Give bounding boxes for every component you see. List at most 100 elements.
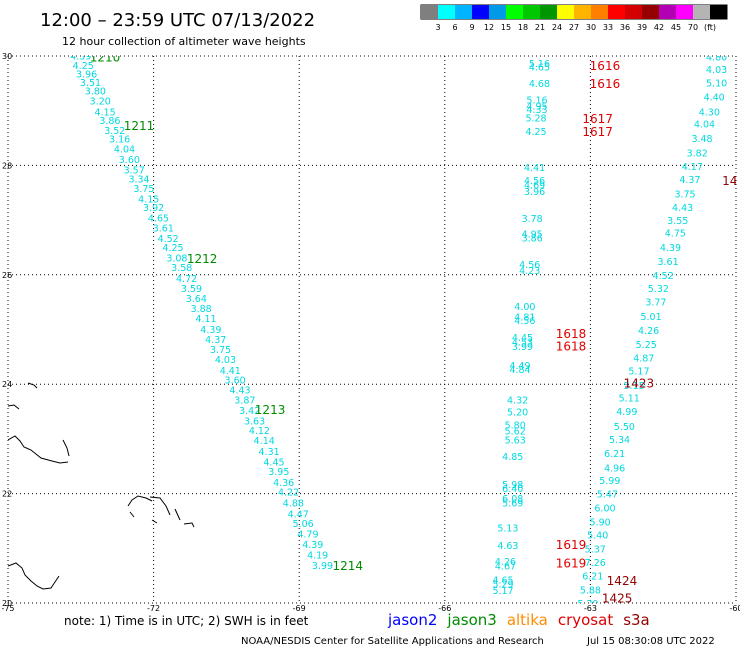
swh-value: 4.37: [679, 175, 700, 186]
coast-4: [62, 439, 70, 457]
swh-value: 3.64: [186, 294, 207, 305]
y-tick-label: 28: [2, 161, 12, 170]
coast-7: [149, 496, 171, 516]
swh-value: 5.63: [505, 435, 526, 446]
color-scale-label: 24: [552, 23, 562, 32]
swh-value: 6.00: [594, 503, 615, 514]
swh-value: 4.53: [512, 338, 533, 349]
swh-value: 4.40: [704, 93, 725, 104]
satellite-legend-item: cryosat: [558, 611, 613, 629]
chart-header: 12:00 – 23:59 UTC 07/13/2022 12 hour col…: [40, 10, 315, 48]
color-scale-swatch: [574, 5, 592, 19]
swh-value: 4.65: [529, 62, 550, 73]
pass-time-label: 1619: [556, 557, 587, 571]
color-scale-swatch: [540, 5, 558, 19]
swh-value: 5.69: [502, 498, 523, 509]
color-scale-swatch: [642, 5, 660, 19]
swh-value: 4.25: [73, 61, 94, 72]
swh-value: 4.41: [220, 366, 241, 377]
color-scale-label: 9: [469, 23, 474, 32]
pass-time-label: 1211: [124, 119, 155, 133]
color-scale-swatch: [523, 5, 541, 19]
swh-value: 4.99: [616, 407, 637, 418]
swh-value: 5.16: [529, 59, 550, 70]
swh-value: 5.37: [585, 544, 606, 555]
coast-1: [27, 382, 38, 389]
pass-time-label: 1619: [556, 538, 587, 552]
color-scale-label: 15: [501, 23, 511, 32]
swh-value: 3.77: [645, 298, 666, 309]
pass-time-label: 1210: [90, 51, 121, 65]
swh-value: 3.99: [312, 561, 333, 572]
swh-value: 4.26: [495, 557, 516, 568]
swh-value: 4.52: [158, 234, 179, 245]
pass-time-label: 1213: [255, 403, 286, 417]
coast-9: [183, 522, 195, 528]
chart-footer: note: 1) Time is in UTC; 2) SWH is in fe…: [64, 611, 715, 647]
swh-value: 5.17: [628, 367, 649, 378]
swh-value: 3.57: [124, 165, 145, 176]
swh-value: 4.25: [162, 243, 183, 254]
plot-background: [8, 56, 736, 603]
color-scale-label: 18: [518, 23, 528, 32]
swh-value: 4.85: [502, 452, 523, 463]
swh-value: 5.29: [577, 599, 598, 610]
swh-value: 5.16: [526, 95, 547, 106]
color-scale-label: (ft): [704, 23, 716, 32]
swh-value: 4.68: [529, 79, 550, 90]
swh-value: 3.87: [234, 396, 255, 407]
swh-value: 4.52: [653, 271, 674, 282]
swh-value: 3.96: [524, 187, 545, 198]
pass-time-label: 1618: [556, 339, 587, 353]
footnote: note: 1) Time is in UTC; 2) SWH is in fe…: [64, 614, 309, 628]
swh-value: 5.17: [492, 586, 513, 597]
pass-time-label: 1618: [556, 327, 587, 341]
swh-value: 3.42: [239, 406, 260, 417]
swh-value: 4.39: [200, 325, 221, 336]
swh-value: 5.20: [507, 408, 528, 419]
swh-value: 4.43: [672, 203, 693, 214]
swh-value: 3.80: [85, 87, 106, 98]
pass-time-label: 1425: [602, 592, 633, 606]
x-tick-label: -69: [293, 604, 306, 613]
swh-value: 4.56: [514, 316, 535, 327]
swh-value: 4.17: [682, 162, 703, 173]
coastlines: [8, 382, 195, 590]
swh-value: 3.82: [687, 148, 708, 159]
swh-value: 5.06: [293, 519, 314, 530]
swh-value: 3.86: [522, 234, 543, 245]
satellite-legend: jason2 jason3 altika cryosat s3a: [387, 611, 650, 629]
color-scale-label: 3: [435, 23, 440, 32]
swh-value: 4.25: [525, 127, 546, 138]
swh-value: 3.75: [674, 189, 695, 200]
gridlines: [7, 55, 737, 604]
swh-value: 3.75: [133, 184, 154, 195]
swh-points: 4.394.253.963.513.803.204.153.863.523.16…: [70, 53, 727, 610]
x-tick-label: -72: [147, 604, 160, 613]
swh-value: 4.33: [526, 105, 547, 116]
color-scale-swatch: [676, 5, 694, 19]
credit-line: NOAA/NESDIS Center for Satellite Applica…: [241, 636, 544, 647]
swh-value: 5.32: [648, 284, 669, 295]
swh-value: 4.72: [176, 274, 197, 285]
swh-value: 5.99: [599, 476, 620, 487]
swh-value: 4.80: [706, 53, 727, 64]
swh-value: 3.63: [244, 416, 265, 427]
swh-value: 4.41: [524, 163, 545, 174]
chart-title: 12:00 – 23:59 UTC 07/13/2022: [40, 10, 315, 31]
color-scale-label: 12: [484, 23, 494, 32]
swh-value: 4.26: [638, 326, 659, 337]
swh-value: 4.45: [263, 457, 284, 468]
satellite-legend-item: jason3: [446, 611, 496, 629]
swh-value: 5.98: [502, 480, 523, 491]
generated-timestamp: Jul 15 08:30:08 UTC 2022: [586, 636, 715, 647]
color-scale-label: 6: [452, 23, 457, 32]
swh-value: 4.37: [205, 335, 226, 346]
swh-value: 5.88: [580, 585, 601, 596]
color-scale-swatch: [659, 5, 677, 19]
swh-value: 4.56: [524, 176, 545, 187]
color-scale-swatch: [489, 5, 507, 19]
swh-value: 4.84: [509, 365, 530, 376]
y-tick-label: 20: [2, 599, 12, 608]
